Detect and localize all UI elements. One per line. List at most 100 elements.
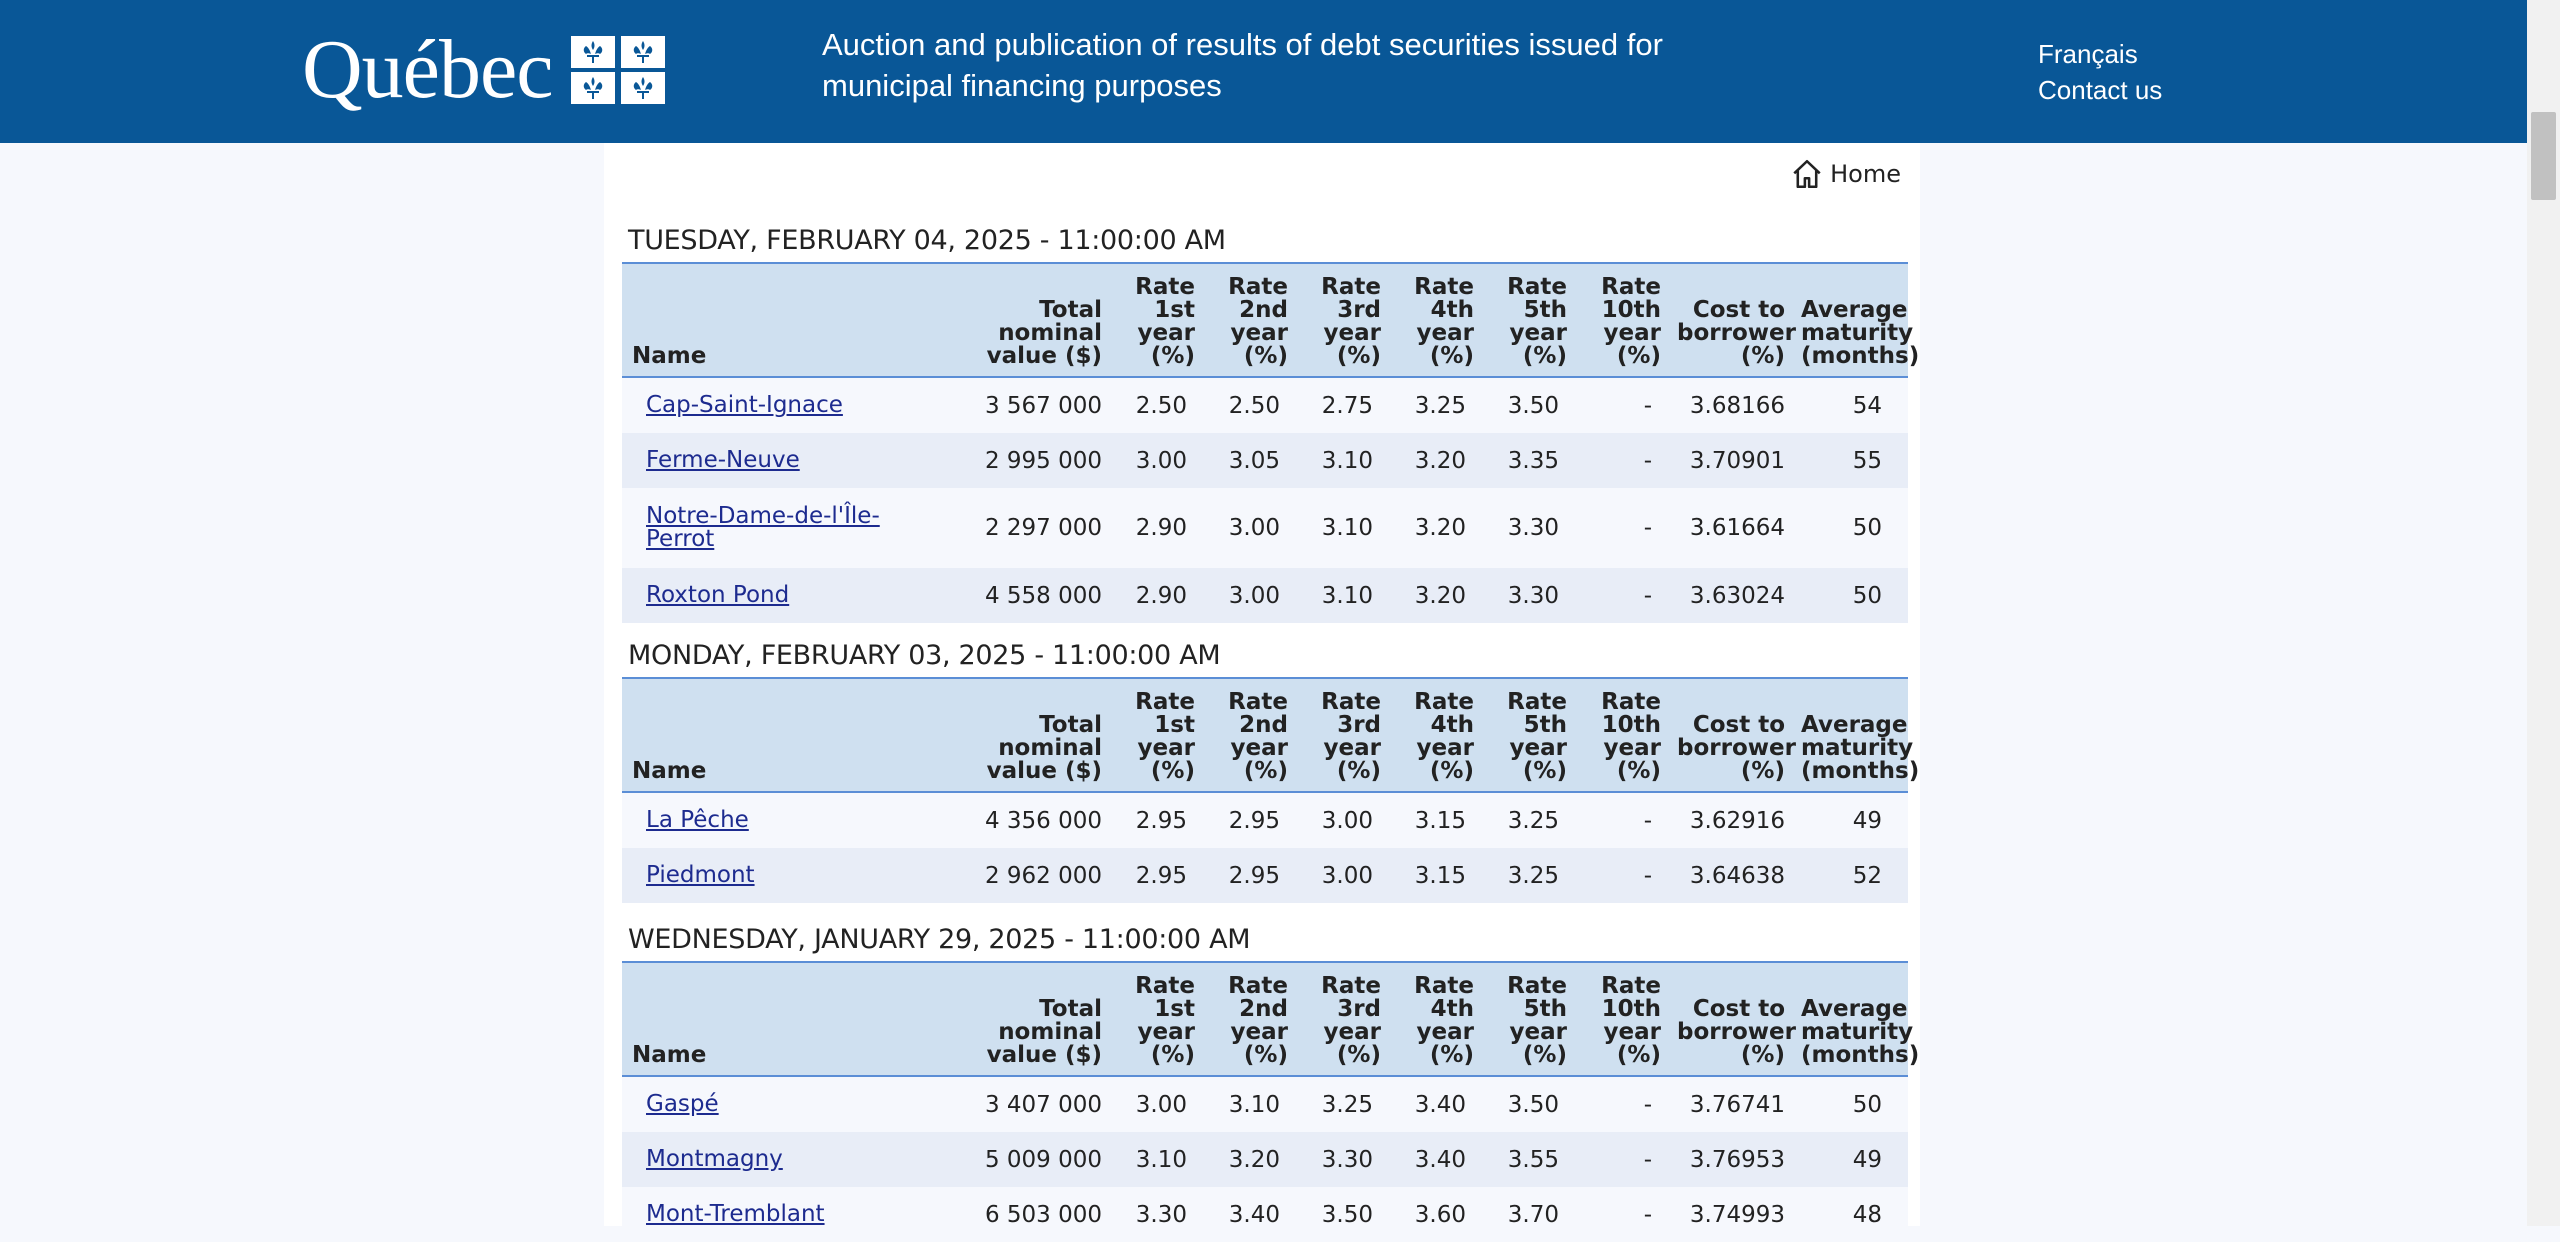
maturity-cell: 50 bbox=[1852, 515, 1882, 541]
quebec-logo[interactable]: Québec bbox=[302, 22, 665, 118]
total-value: 6 503 000 bbox=[984, 1201, 1102, 1228]
site-title: Auction and publication of results of de… bbox=[822, 27, 1663, 103]
municipality-link[interactable]: Notre-Dame-de-l'Île-Perrot bbox=[646, 503, 880, 552]
rate-cell: 3.40 bbox=[1228, 1201, 1280, 1228]
column-header: Name bbox=[622, 677, 922, 793]
rate-cell: 2.95 bbox=[1228, 862, 1280, 889]
header-links: Français Contact us bbox=[2038, 36, 2162, 108]
column-header: Average maturity (months) bbox=[1795, 677, 1919, 793]
auction-section: TUESDAY, FEBRUARY 04, 2025 - 11:00:00 AM… bbox=[622, 220, 1919, 623]
rate-cell: 3.20 bbox=[1414, 447, 1466, 474]
rate-cell: 3.55 bbox=[1507, 1146, 1559, 1173]
column-header: Rate 10th year (%) bbox=[1577, 262, 1671, 378]
results-table: Name Total nominal value ($) Rate 1st ye… bbox=[622, 262, 1919, 623]
contact-link[interactable]: Contact us bbox=[2038, 75, 2163, 105]
rate-cell: 3.25 bbox=[1507, 862, 1559, 889]
municipality-link[interactable]: Roxton Pond bbox=[646, 582, 790, 608]
column-header: Rate 1st year (%) bbox=[1112, 677, 1205, 793]
rate-cell: 3.30 bbox=[1507, 515, 1559, 541]
home-label: Home bbox=[1830, 160, 1901, 188]
rate-cell: 3.10 bbox=[1228, 1091, 1280, 1118]
scrollbar-track[interactable] bbox=[2527, 0, 2560, 1226]
column-header: Cost to borrower (%) bbox=[1671, 677, 1796, 793]
scrollbar-thumb[interactable] bbox=[2531, 112, 2556, 200]
table-header-row: Name Total nominal value ($) Rate 1st ye… bbox=[622, 262, 1919, 378]
rate-cell: 3.50 bbox=[1507, 1091, 1559, 1118]
column-header: Total nominal value ($) bbox=[922, 262, 1112, 378]
rate-cell: 2.75 bbox=[1321, 392, 1373, 419]
rate-cell: 3.25 bbox=[1507, 807, 1559, 834]
municipality-link[interactable]: La Pêche bbox=[646, 807, 749, 833]
auction-date: MONDAY, FEBRUARY 03, 2025 - 11:00:00 AM bbox=[628, 640, 1221, 671]
column-header: Rate 10th year (%) bbox=[1577, 961, 1671, 1077]
total-value: 4 558 000 bbox=[984, 582, 1102, 609]
table-header-row: Name Total nominal value ($) Rate 1st ye… bbox=[622, 961, 1919, 1077]
rate-cell: 3.50 bbox=[1507, 392, 1559, 419]
rate-cell: 3.15 bbox=[1414, 807, 1466, 834]
column-header: Rate 1st year (%) bbox=[1112, 262, 1205, 378]
site-header: Québec Auction and publication of result… bbox=[0, 0, 2527, 143]
rate-cell: 2.95 bbox=[1228, 807, 1280, 834]
municipality-link[interactable]: Ferme-Neuve bbox=[646, 447, 800, 473]
maturity-cell: 49 bbox=[1852, 1146, 1882, 1173]
maturity-cell: 48 bbox=[1852, 1201, 1882, 1228]
cost-cell: 3.68166 bbox=[1689, 392, 1785, 419]
column-header: Name bbox=[622, 262, 922, 378]
rate-cell: 3.25 bbox=[1414, 392, 1466, 419]
logo-wordmark: Québec bbox=[302, 23, 554, 116]
cost-cell: 3.74993 bbox=[1689, 1201, 1785, 1228]
table-row: Gaspé 3 407 000 3.00 3.10 3.25 3.40 3.50… bbox=[622, 1076, 1908, 1132]
municipality-link[interactable]: Montmagny bbox=[646, 1146, 783, 1172]
total-value: 4 356 000 bbox=[984, 807, 1102, 834]
cost-cell: 3.70901 bbox=[1689, 447, 1785, 474]
rate-cell: - bbox=[1643, 582, 1652, 609]
rate-cell: 3.20 bbox=[1228, 1146, 1280, 1173]
rate-cell: 3.40 bbox=[1414, 1091, 1466, 1118]
rate-cell: 3.40 bbox=[1414, 1146, 1466, 1173]
rate-cell: - bbox=[1643, 862, 1652, 889]
column-header: Rate 4th year (%) bbox=[1391, 961, 1484, 1077]
home-icon bbox=[1793, 159, 1821, 189]
cost-cell: 3.63024 bbox=[1689, 582, 1785, 609]
table-row: Notre-Dame-de-l'Île-Perrot 2 297 000 2.9… bbox=[622, 488, 1908, 568]
table-row: La Pêche 4 356 000 2.95 2.95 3.00 3.15 3… bbox=[622, 792, 1908, 848]
column-header: Rate 2nd year (%) bbox=[1205, 262, 1298, 378]
cost-cell: 3.76741 bbox=[1689, 1091, 1785, 1118]
rate-cell: 3.00 bbox=[1321, 862, 1373, 889]
column-header: Average maturity (months) bbox=[1795, 961, 1919, 1077]
total-value: 3 567 000 bbox=[984, 392, 1102, 419]
column-header: Name bbox=[622, 961, 922, 1077]
results-table: Name Total nominal value ($) Rate 1st ye… bbox=[622, 961, 1919, 1242]
total-value: 5 009 000 bbox=[984, 1146, 1102, 1173]
column-header: Total nominal value ($) bbox=[922, 677, 1112, 793]
table-row: Ferme-Neuve 2 995 000 3.00 3.05 3.10 3.2… bbox=[622, 433, 1908, 488]
table-header-row: Name Total nominal value ($) Rate 1st ye… bbox=[622, 677, 1919, 793]
rate-cell: 2.90 bbox=[1135, 515, 1187, 541]
auction-section: MONDAY, FEBRUARY 03, 2025 - 11:00:00 AM … bbox=[622, 635, 1919, 903]
rate-cell: 3.50 bbox=[1321, 1201, 1373, 1228]
rate-cell: 3.00 bbox=[1321, 807, 1373, 834]
municipality-link[interactable]: Mont-Tremblant bbox=[646, 1201, 825, 1227]
municipality-link[interactable]: Gaspé bbox=[646, 1091, 719, 1117]
maturity-cell: 54 bbox=[1852, 392, 1882, 419]
maturity-cell: 49 bbox=[1852, 807, 1882, 834]
cost-cell: 3.64638 bbox=[1689, 862, 1785, 889]
column-header: Rate 4th year (%) bbox=[1391, 262, 1484, 378]
municipality-link[interactable]: Piedmont bbox=[646, 862, 755, 888]
language-link[interactable]: Français bbox=[2038, 39, 2138, 69]
rate-cell: - bbox=[1643, 1146, 1652, 1173]
column-header: Cost to borrower (%) bbox=[1671, 262, 1796, 378]
total-value: 2 962 000 bbox=[984, 862, 1102, 889]
rate-cell: 3.20 bbox=[1414, 515, 1466, 541]
table-row: Roxton Pond 4 558 000 2.90 3.00 3.10 3.2… bbox=[622, 568, 1908, 623]
municipality-link[interactable]: Cap-Saint-Ignace bbox=[646, 392, 843, 418]
fleur-de-lis-flag-icon bbox=[570, 36, 665, 104]
rate-cell: 3.15 bbox=[1414, 862, 1466, 889]
column-header: Average maturity (months) bbox=[1795, 262, 1919, 378]
column-header: Rate 4th year (%) bbox=[1391, 677, 1484, 793]
maturity-cell: 52 bbox=[1852, 862, 1882, 889]
auction-date: TUESDAY, FEBRUARY 04, 2025 - 11:00:00 AM bbox=[628, 225, 1226, 256]
rate-cell: - bbox=[1643, 807, 1652, 834]
home-link[interactable]: Home bbox=[1790, 157, 1901, 191]
total-value: 3 407 000 bbox=[984, 1091, 1102, 1118]
